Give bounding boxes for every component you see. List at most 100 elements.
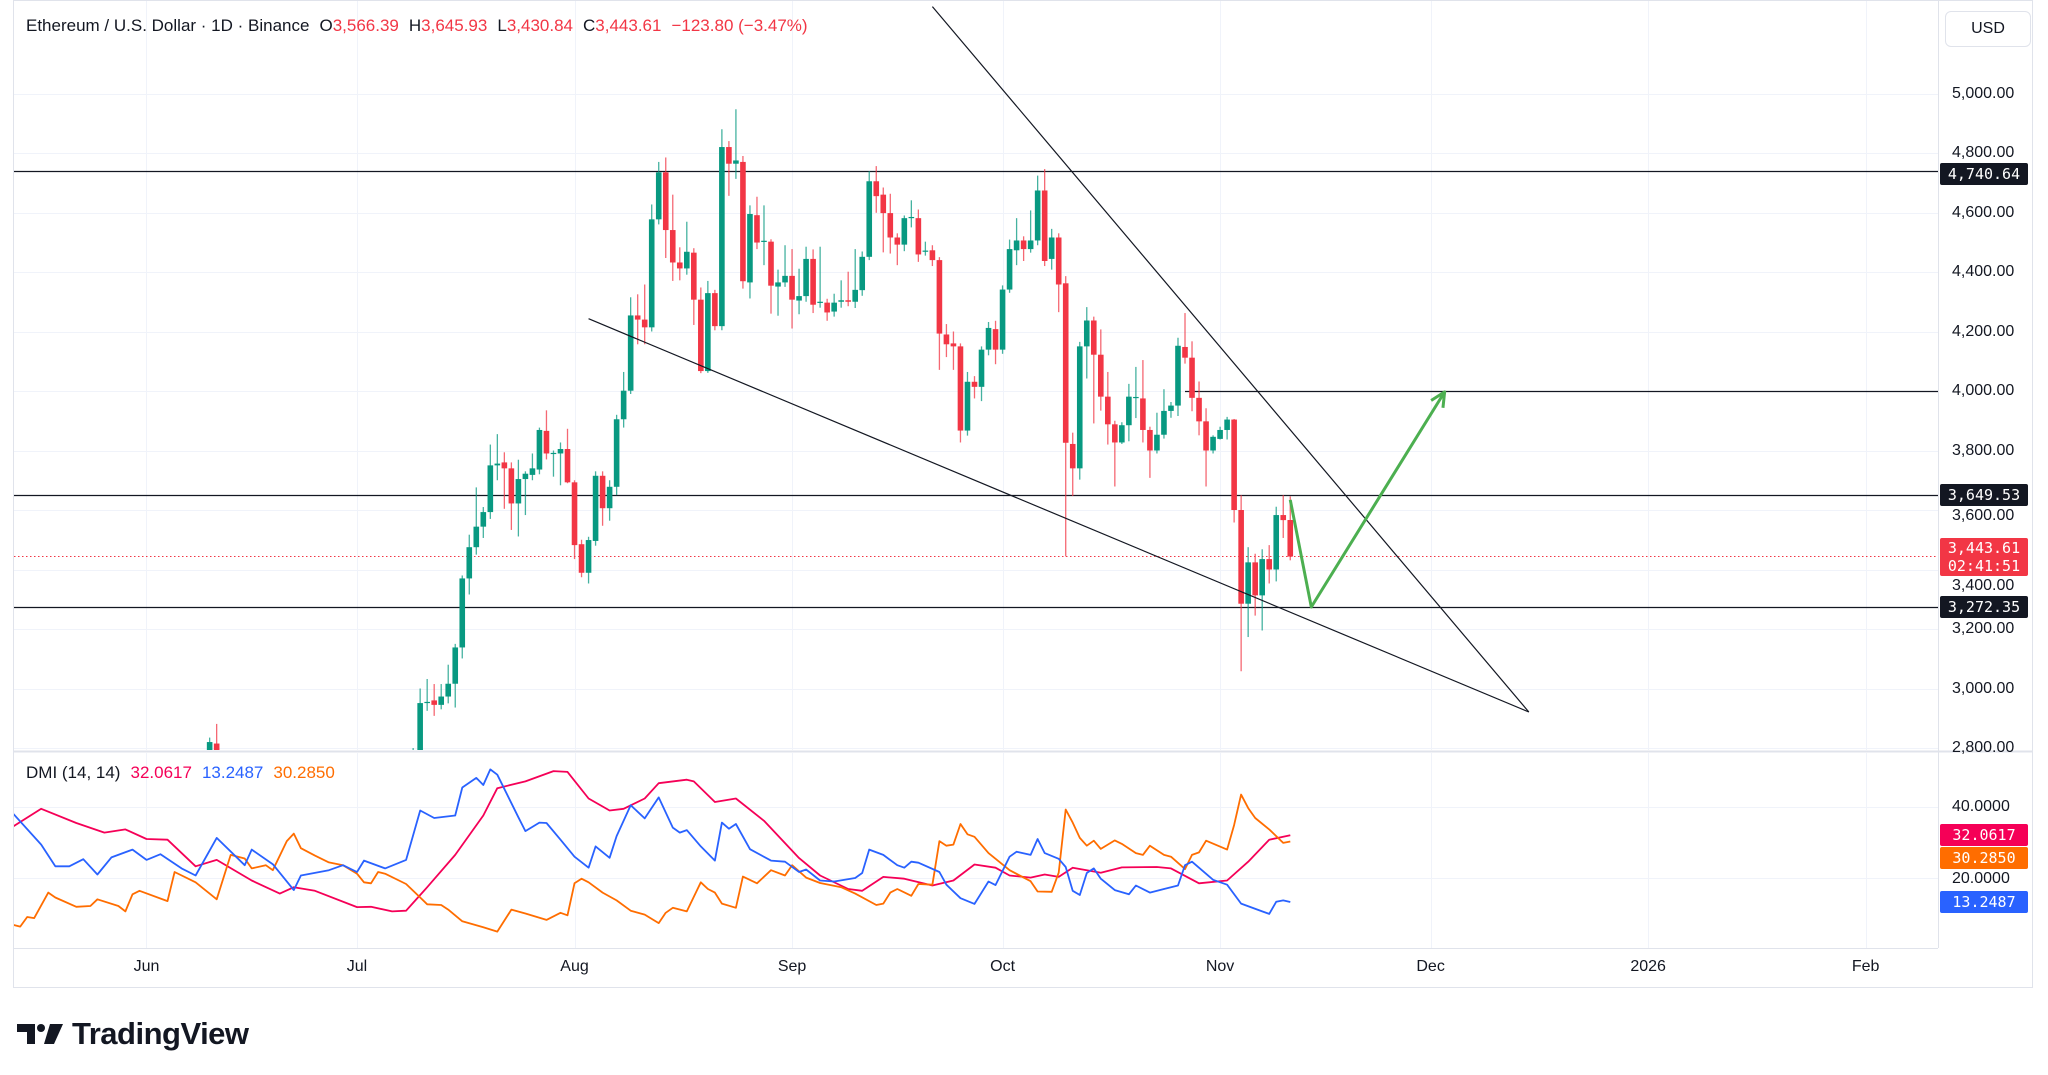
dmi-axis-label: 40.0000 [1952,798,2010,815]
candle-body [859,256,866,291]
candle [1252,553,1258,616]
candle [915,209,922,262]
dmi-legend[interactable]: DMI (14, 14) 32.0617 13.2487 30.2850 [26,763,345,783]
time-axis-label: Sep [777,958,807,975]
candle-body [1013,240,1020,251]
dmi-minus-di-line [14,793,1291,933]
candle-body [676,262,683,269]
candle-body [845,300,851,302]
candle-body [705,293,711,372]
candle-body [1133,396,1139,399]
candle-body [1266,559,1273,570]
candle-body [810,258,816,305]
candle [943,324,950,358]
candle [1238,495,1244,672]
trendline[interactable] [931,6,1530,713]
candle-body [592,475,599,541]
candle-body [852,289,859,302]
low-label: L [497,16,507,35]
time-axis-label: Nov [1205,958,1235,975]
candle [417,688,423,750]
candle [494,434,501,481]
candle [831,293,837,317]
candle-body [1069,443,1076,469]
projection-path[interactable] [1288,391,1446,609]
arrowhead-icon [1430,390,1447,408]
candle [747,205,753,299]
candle-body [908,216,915,219]
candle-body [683,251,690,269]
level-price-badge: 3,649.53 [1940,484,2028,507]
candle-body [817,301,823,303]
candle-body [606,486,613,509]
dmi-title[interactable]: DMI (14, 14) [26,763,121,782]
candle [634,294,641,345]
candle [585,536,592,584]
candle-body [571,482,578,546]
candle [424,678,430,711]
candle-body [782,275,788,283]
candle-body [1048,237,1055,259]
candle [480,507,487,538]
candle-body [1245,562,1251,604]
candle [550,450,557,477]
candle [508,462,515,530]
candle-body [620,390,627,420]
candle [1217,426,1223,440]
price-axis-label: 4,800.00 [1952,144,2015,161]
candle [648,204,655,332]
candle [641,284,648,345]
high-value: 3,645.93 [421,16,488,35]
tradingview-logo[interactable]: TradingView [17,1016,249,1052]
close-value: 3,443.61 [595,16,662,35]
bar-countdown: 02:41:51 [1947,556,2021,575]
candle-body [1231,419,1237,510]
candle-body [424,701,430,704]
candle [957,343,964,443]
candle-body [473,526,480,548]
symbol-title[interactable]: Ethereum / U.S. Dollar · 1D · Binance [26,16,310,35]
candle [536,427,543,475]
candle [1245,547,1251,638]
candle-body [1196,397,1202,422]
candle [669,194,676,281]
level-price-badge: 3,272.35 [1940,596,2028,619]
candle-body [950,343,957,347]
candle [824,298,830,321]
candle [1069,432,1076,497]
symbol-legend[interactable]: Ethereum / U.S. Dollar · 1D · Binance O 3… [26,16,818,36]
candle-body [803,258,809,297]
candle-body [445,683,452,697]
candle [894,233,901,266]
candle [999,285,1006,354]
candle-body [831,302,837,312]
trendline[interactable] [588,318,1530,713]
time-axis-label: Aug [560,958,589,975]
candle [1055,233,1062,313]
candle-body [1161,410,1167,435]
candle [1280,495,1287,538]
candle-body [543,430,550,454]
time-axis-label: 2026 [1630,958,1666,975]
candle [817,246,823,308]
candle [627,297,634,394]
candle [459,575,466,659]
candle [1076,341,1083,480]
currency-button[interactable]: USD [1945,11,2031,47]
candle-body [1252,562,1258,596]
dmi-adx-value: 32.0617 [130,763,192,782]
candle [1161,389,1167,439]
candle-body [431,700,437,705]
candle [761,205,767,266]
candle [1034,175,1041,246]
candle [1112,420,1118,487]
price-axis-label: 3,000.00 [1952,679,2015,697]
candle-body [873,181,880,197]
candle [662,157,669,259]
candle [985,321,992,356]
candle [796,268,802,315]
candle [852,249,859,308]
open-label: O [319,16,333,35]
candle [620,371,627,428]
